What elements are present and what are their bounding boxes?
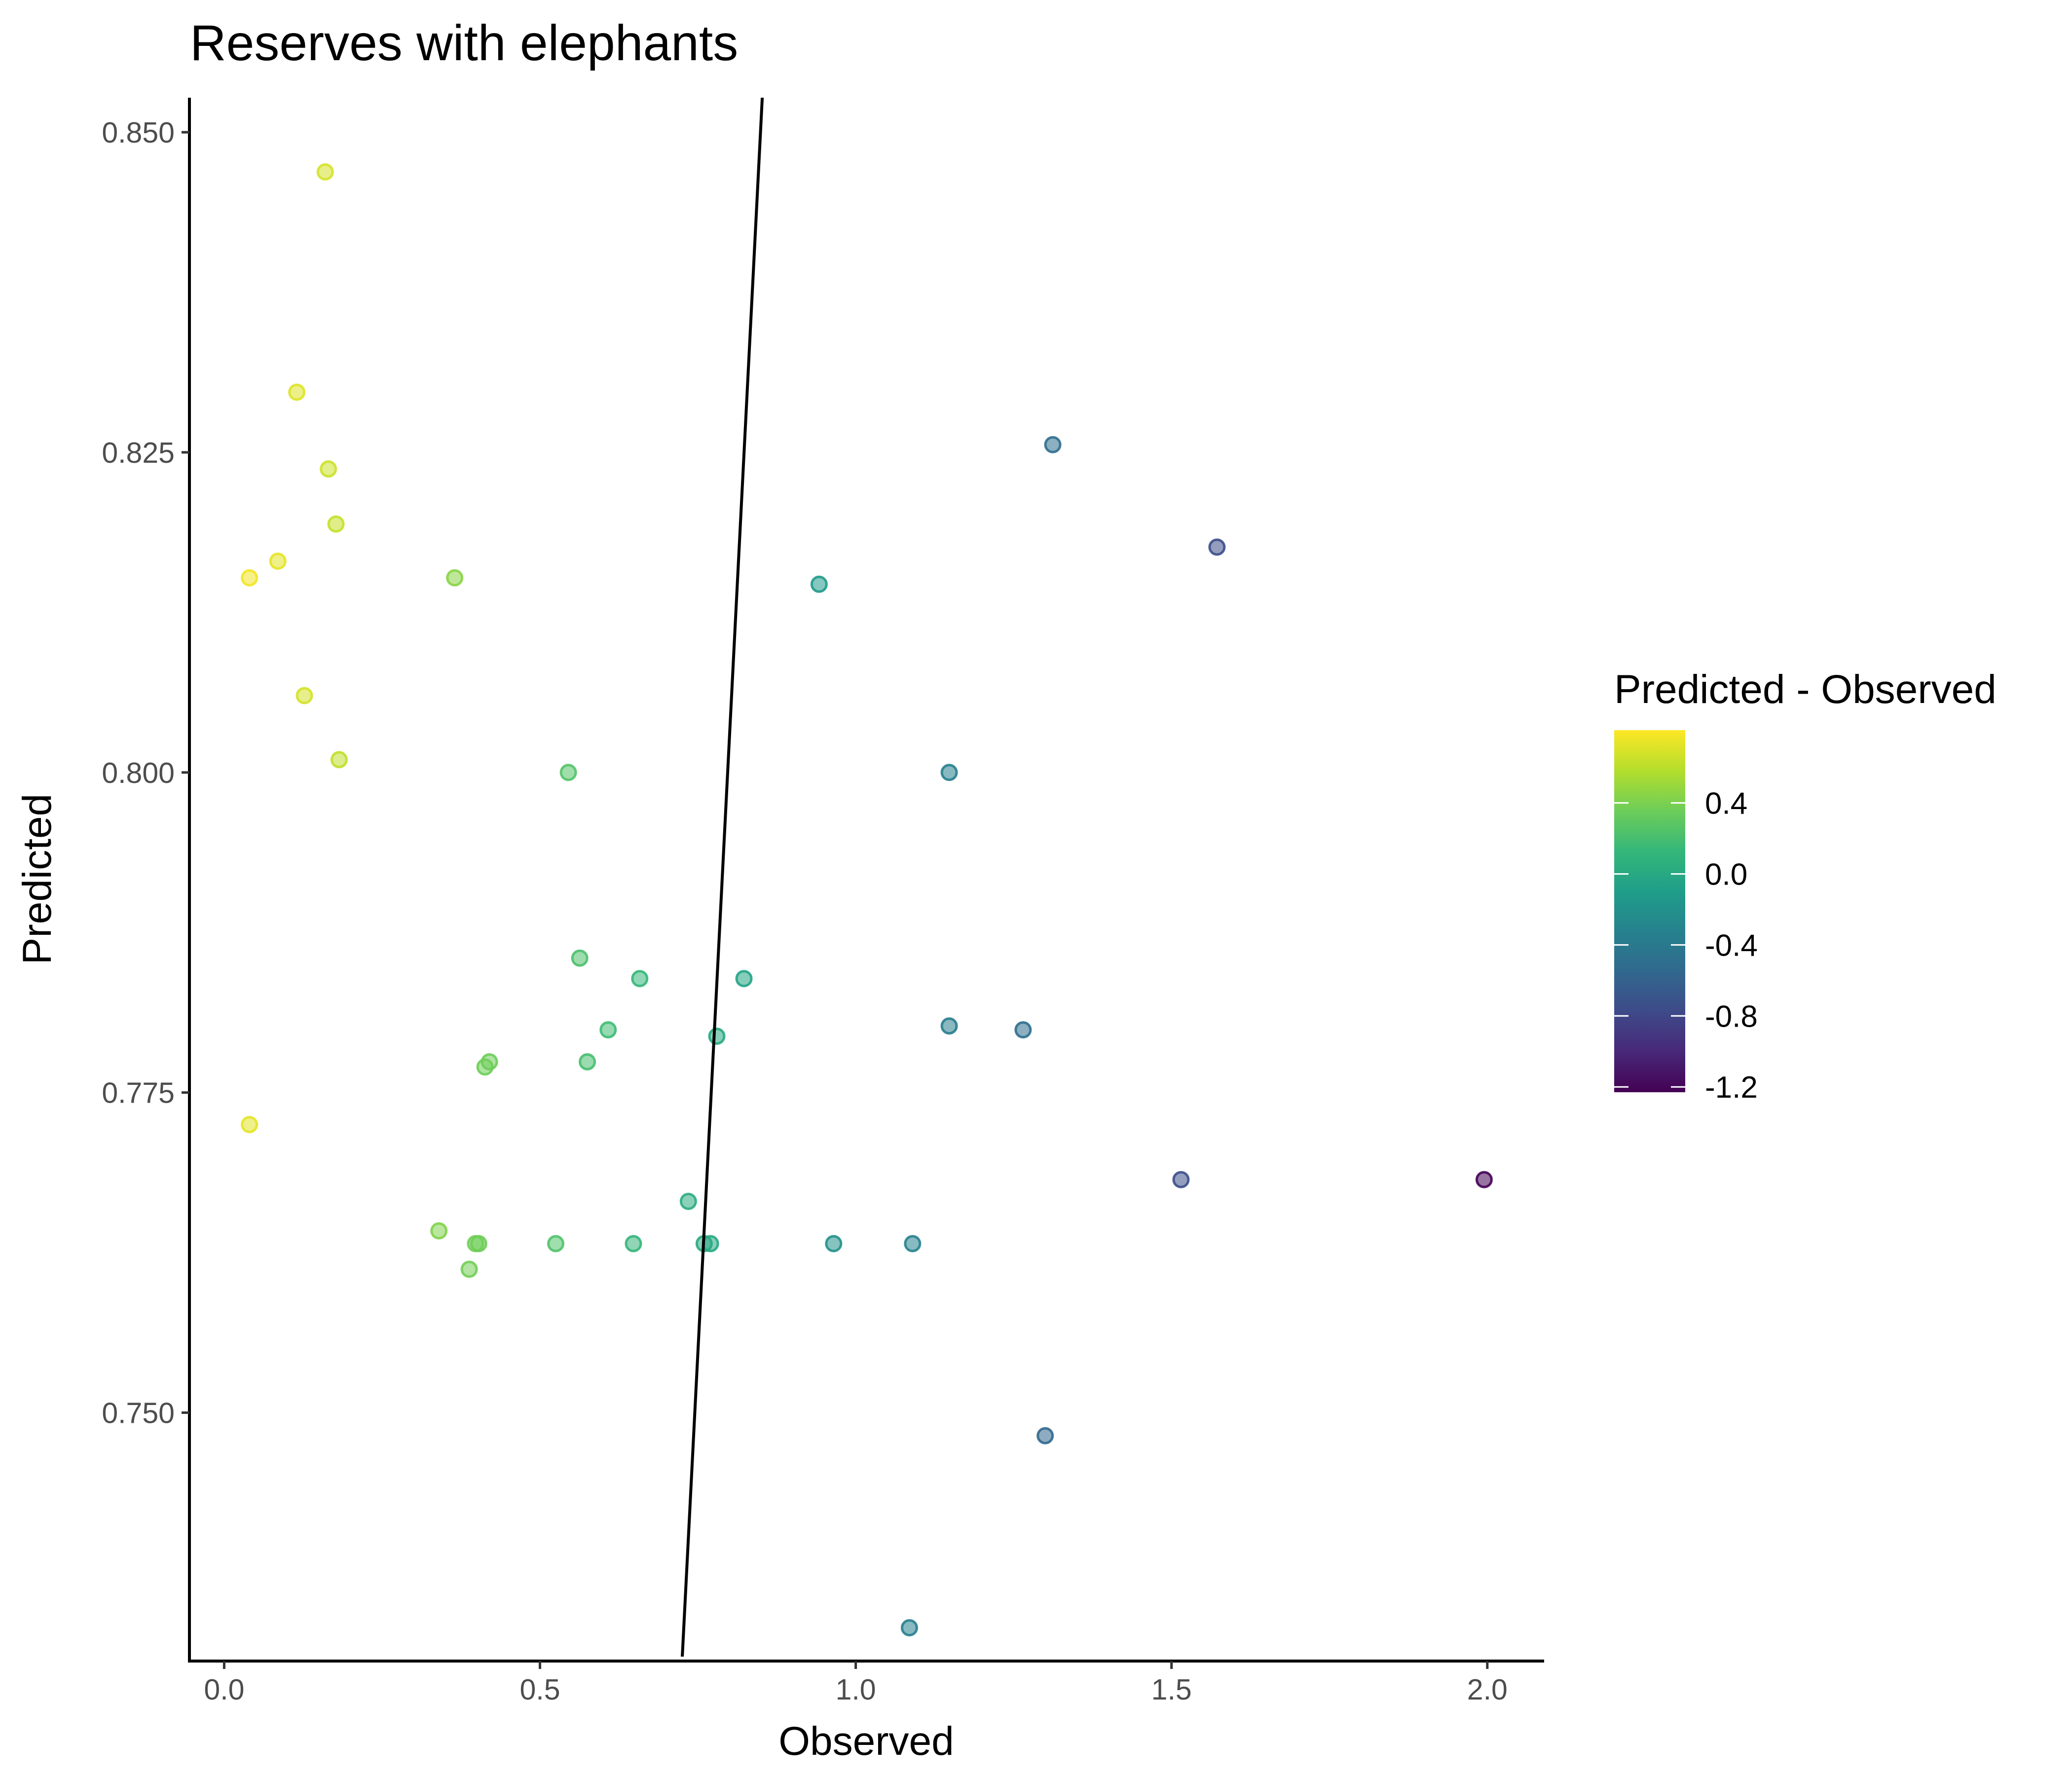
data-point xyxy=(470,1235,487,1253)
data-point xyxy=(631,970,649,988)
y-axis-title: Predicted xyxy=(15,794,60,964)
data-point xyxy=(735,970,753,988)
data-point xyxy=(904,1235,922,1253)
data-point xyxy=(625,1235,642,1253)
data-point xyxy=(708,1027,726,1045)
legend-colorbar xyxy=(1614,730,1685,1092)
legend-ticks: 0.4 0.0 -0.4 -0.8 -1.2 xyxy=(1614,787,1758,1105)
data-point xyxy=(579,1053,596,1071)
x-axis-ticks: 0.0 0.5 1.0 1.5 2.0 xyxy=(204,1661,1508,1706)
data-point xyxy=(269,553,287,570)
data-point xyxy=(1208,538,1226,556)
legend-tick-label: -0.4 xyxy=(1705,928,1758,962)
y-tick-label: 0.750 xyxy=(102,1397,175,1429)
color-legend: Predicted - Observed 0.4 0.0 -0.4 -0.8 -1.2 xyxy=(1614,667,1997,1105)
data-point xyxy=(1475,1171,1493,1188)
x-tick-label: 1.5 xyxy=(1151,1673,1192,1706)
data-point xyxy=(446,569,464,587)
legend-tick-label: 0.4 xyxy=(1705,787,1747,821)
data-point xyxy=(702,1235,719,1253)
data-point xyxy=(327,515,345,533)
legend-title: Predicted - Observed xyxy=(1614,667,1997,712)
x-tick-label: 2.0 xyxy=(1467,1673,1508,1706)
x-tick-label: 0.0 xyxy=(204,1673,244,1706)
data-point xyxy=(476,1058,494,1076)
y-tick-label: 0.800 xyxy=(102,757,175,789)
data-point xyxy=(316,163,334,181)
reference-line-group xyxy=(681,98,764,1657)
x-tick-label: 1.0 xyxy=(836,1673,876,1706)
data-point xyxy=(940,764,958,781)
fitted-line xyxy=(681,98,764,1657)
legend-tick-label: -0.8 xyxy=(1705,999,1758,1034)
x-tick-label: 0.5 xyxy=(519,1673,560,1706)
data-point xyxy=(320,460,337,478)
data-point xyxy=(547,1235,565,1253)
legend-tick-label: -1.2 xyxy=(1705,1071,1758,1105)
data-point xyxy=(571,949,589,967)
data-point xyxy=(599,1021,617,1038)
data-point xyxy=(296,687,313,704)
legend-tick-label: 0.0 xyxy=(1705,857,1747,891)
data-point xyxy=(940,1017,958,1035)
data-point xyxy=(241,1116,259,1134)
data-point xyxy=(559,764,577,781)
x-axis-title: Observed xyxy=(778,1719,954,1764)
y-tick-label: 0.850 xyxy=(102,116,175,149)
data-point xyxy=(679,1192,697,1210)
data-point xyxy=(1036,1427,1054,1444)
data-point xyxy=(825,1235,843,1253)
y-tick-label: 0.825 xyxy=(102,437,175,469)
y-tick-label: 0.775 xyxy=(102,1077,175,1110)
chart-title: Reserves with elephants xyxy=(190,15,738,71)
data-point xyxy=(460,1260,478,1278)
data-point xyxy=(330,751,348,769)
data-point xyxy=(900,1619,918,1637)
data-points xyxy=(241,163,1493,1637)
data-point xyxy=(288,383,306,401)
data-point xyxy=(430,1222,448,1240)
data-point xyxy=(1044,436,1062,453)
y-axis-ticks: 0.750 0.775 0.800 0.825 0.850 xyxy=(102,116,189,1429)
data-point xyxy=(810,575,828,593)
data-point xyxy=(1172,1171,1190,1188)
data-point xyxy=(1014,1021,1032,1038)
data-point xyxy=(241,569,259,587)
